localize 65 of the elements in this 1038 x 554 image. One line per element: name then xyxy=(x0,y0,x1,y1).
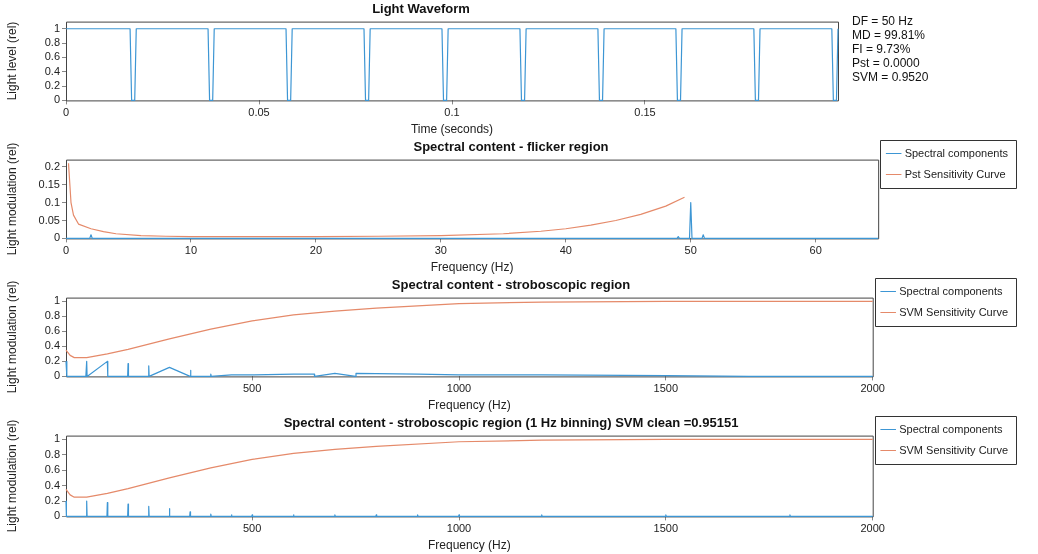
chart-title: Spectral content - stroboscopic region (1 Hz binning) SVM clean =0.95151 xyxy=(283,415,739,431)
y-tick-label: 0 xyxy=(53,93,60,106)
x-tick-label: 2000 xyxy=(860,522,885,535)
y-tick-label: 0.6 xyxy=(44,463,60,476)
y-tick-label: 0.2 xyxy=(44,354,60,367)
legend-label: SVM Sensitivity Curve xyxy=(899,443,1008,456)
text: Pst = 0.0000 xyxy=(852,55,921,70)
x-tick-label: 20 xyxy=(309,244,323,257)
x-tick-label: 40 xyxy=(559,244,572,257)
x-tick-label: 1500 xyxy=(653,382,679,395)
y-tick-label: 0.8 xyxy=(44,309,60,322)
text: SVM = 0.9520 xyxy=(852,69,929,84)
text: MD = 99.81% xyxy=(852,27,926,42)
x-tick-label: 500 xyxy=(242,382,262,395)
y-tick-label: 0.6 xyxy=(44,50,60,63)
legend-label: SVM Sensitivity Curve xyxy=(899,305,1008,318)
y-tick-label: 1 xyxy=(53,21,60,34)
x-tick-label: 10 xyxy=(184,244,198,257)
y-tick-label: 0.15 xyxy=(38,177,60,190)
legend-label: Pst Sensitivity Curve xyxy=(904,167,1006,180)
x-tick-label: 1000 xyxy=(446,382,472,395)
x-tick-label: 0.05 xyxy=(248,106,270,119)
legend-label: Spectral components xyxy=(899,284,1004,297)
x-axis-title: Time (seconds) xyxy=(410,122,494,137)
x-axis-title: Frequency (Hz) xyxy=(428,398,511,413)
chart-title: Spectral content - stroboscopic region xyxy=(391,277,631,293)
y-tick-label: 0.6 xyxy=(44,324,60,337)
y-axis-title: Light modulation (rel) xyxy=(4,419,19,533)
x-axis-title: Frequency (Hz) xyxy=(430,260,514,275)
x-axis-title: Frequency (Hz) xyxy=(428,538,511,553)
text: DF = 50 Hz xyxy=(852,13,914,28)
x-tick-label: 0.15 xyxy=(634,106,656,119)
y-tick-label: 0.4 xyxy=(44,64,60,77)
y-tick-label: 0.2 xyxy=(44,79,60,92)
y-tick-label: 1 xyxy=(53,294,60,307)
x-tick-label: 500 xyxy=(242,522,262,535)
x-tick-label: 60 xyxy=(809,244,822,257)
chart-title: Spectral content - flicker region xyxy=(413,139,609,155)
x-tick-label: 1500 xyxy=(653,522,679,535)
y-axis-title: Light level (rel) xyxy=(4,21,19,101)
x-tick-label: 30 xyxy=(434,244,447,257)
x-tick-label: 0 xyxy=(62,244,70,257)
y-tick-label: 0.1 xyxy=(44,195,60,208)
legend-label: Spectral components xyxy=(904,146,1009,159)
y-tick-label: 0.4 xyxy=(44,339,60,352)
x-tick-label: 50 xyxy=(684,244,697,257)
y-axis-title: Light modulation (rel) xyxy=(4,280,19,394)
y-tick-label: 0.4 xyxy=(44,478,60,491)
y-tick-label: 0.2 xyxy=(44,494,60,507)
y-tick-label: 0 xyxy=(53,509,60,522)
x-tick-label: 2000 xyxy=(860,382,885,395)
legend-label: Spectral components xyxy=(899,422,1004,435)
y-tick-label: 0.8 xyxy=(44,36,60,49)
y-axis-title: Light modulation (rel) xyxy=(4,142,19,256)
x-tick-label: 1000 xyxy=(446,522,472,535)
y-tick-label: 0.05 xyxy=(38,213,60,226)
y-tick-label: 0.8 xyxy=(44,447,60,460)
y-tick-label: 0 xyxy=(53,231,60,244)
y-tick-label: 1 xyxy=(53,432,60,445)
x-tick-label: 0 xyxy=(62,106,70,119)
text: FI = 9.73% xyxy=(852,41,911,56)
chart-title: Light Waveform xyxy=(372,1,470,17)
x-tick-label: 0.1 xyxy=(444,106,460,119)
y-tick-label: 0 xyxy=(53,369,60,382)
y-tick-label: 0.2 xyxy=(44,159,60,172)
